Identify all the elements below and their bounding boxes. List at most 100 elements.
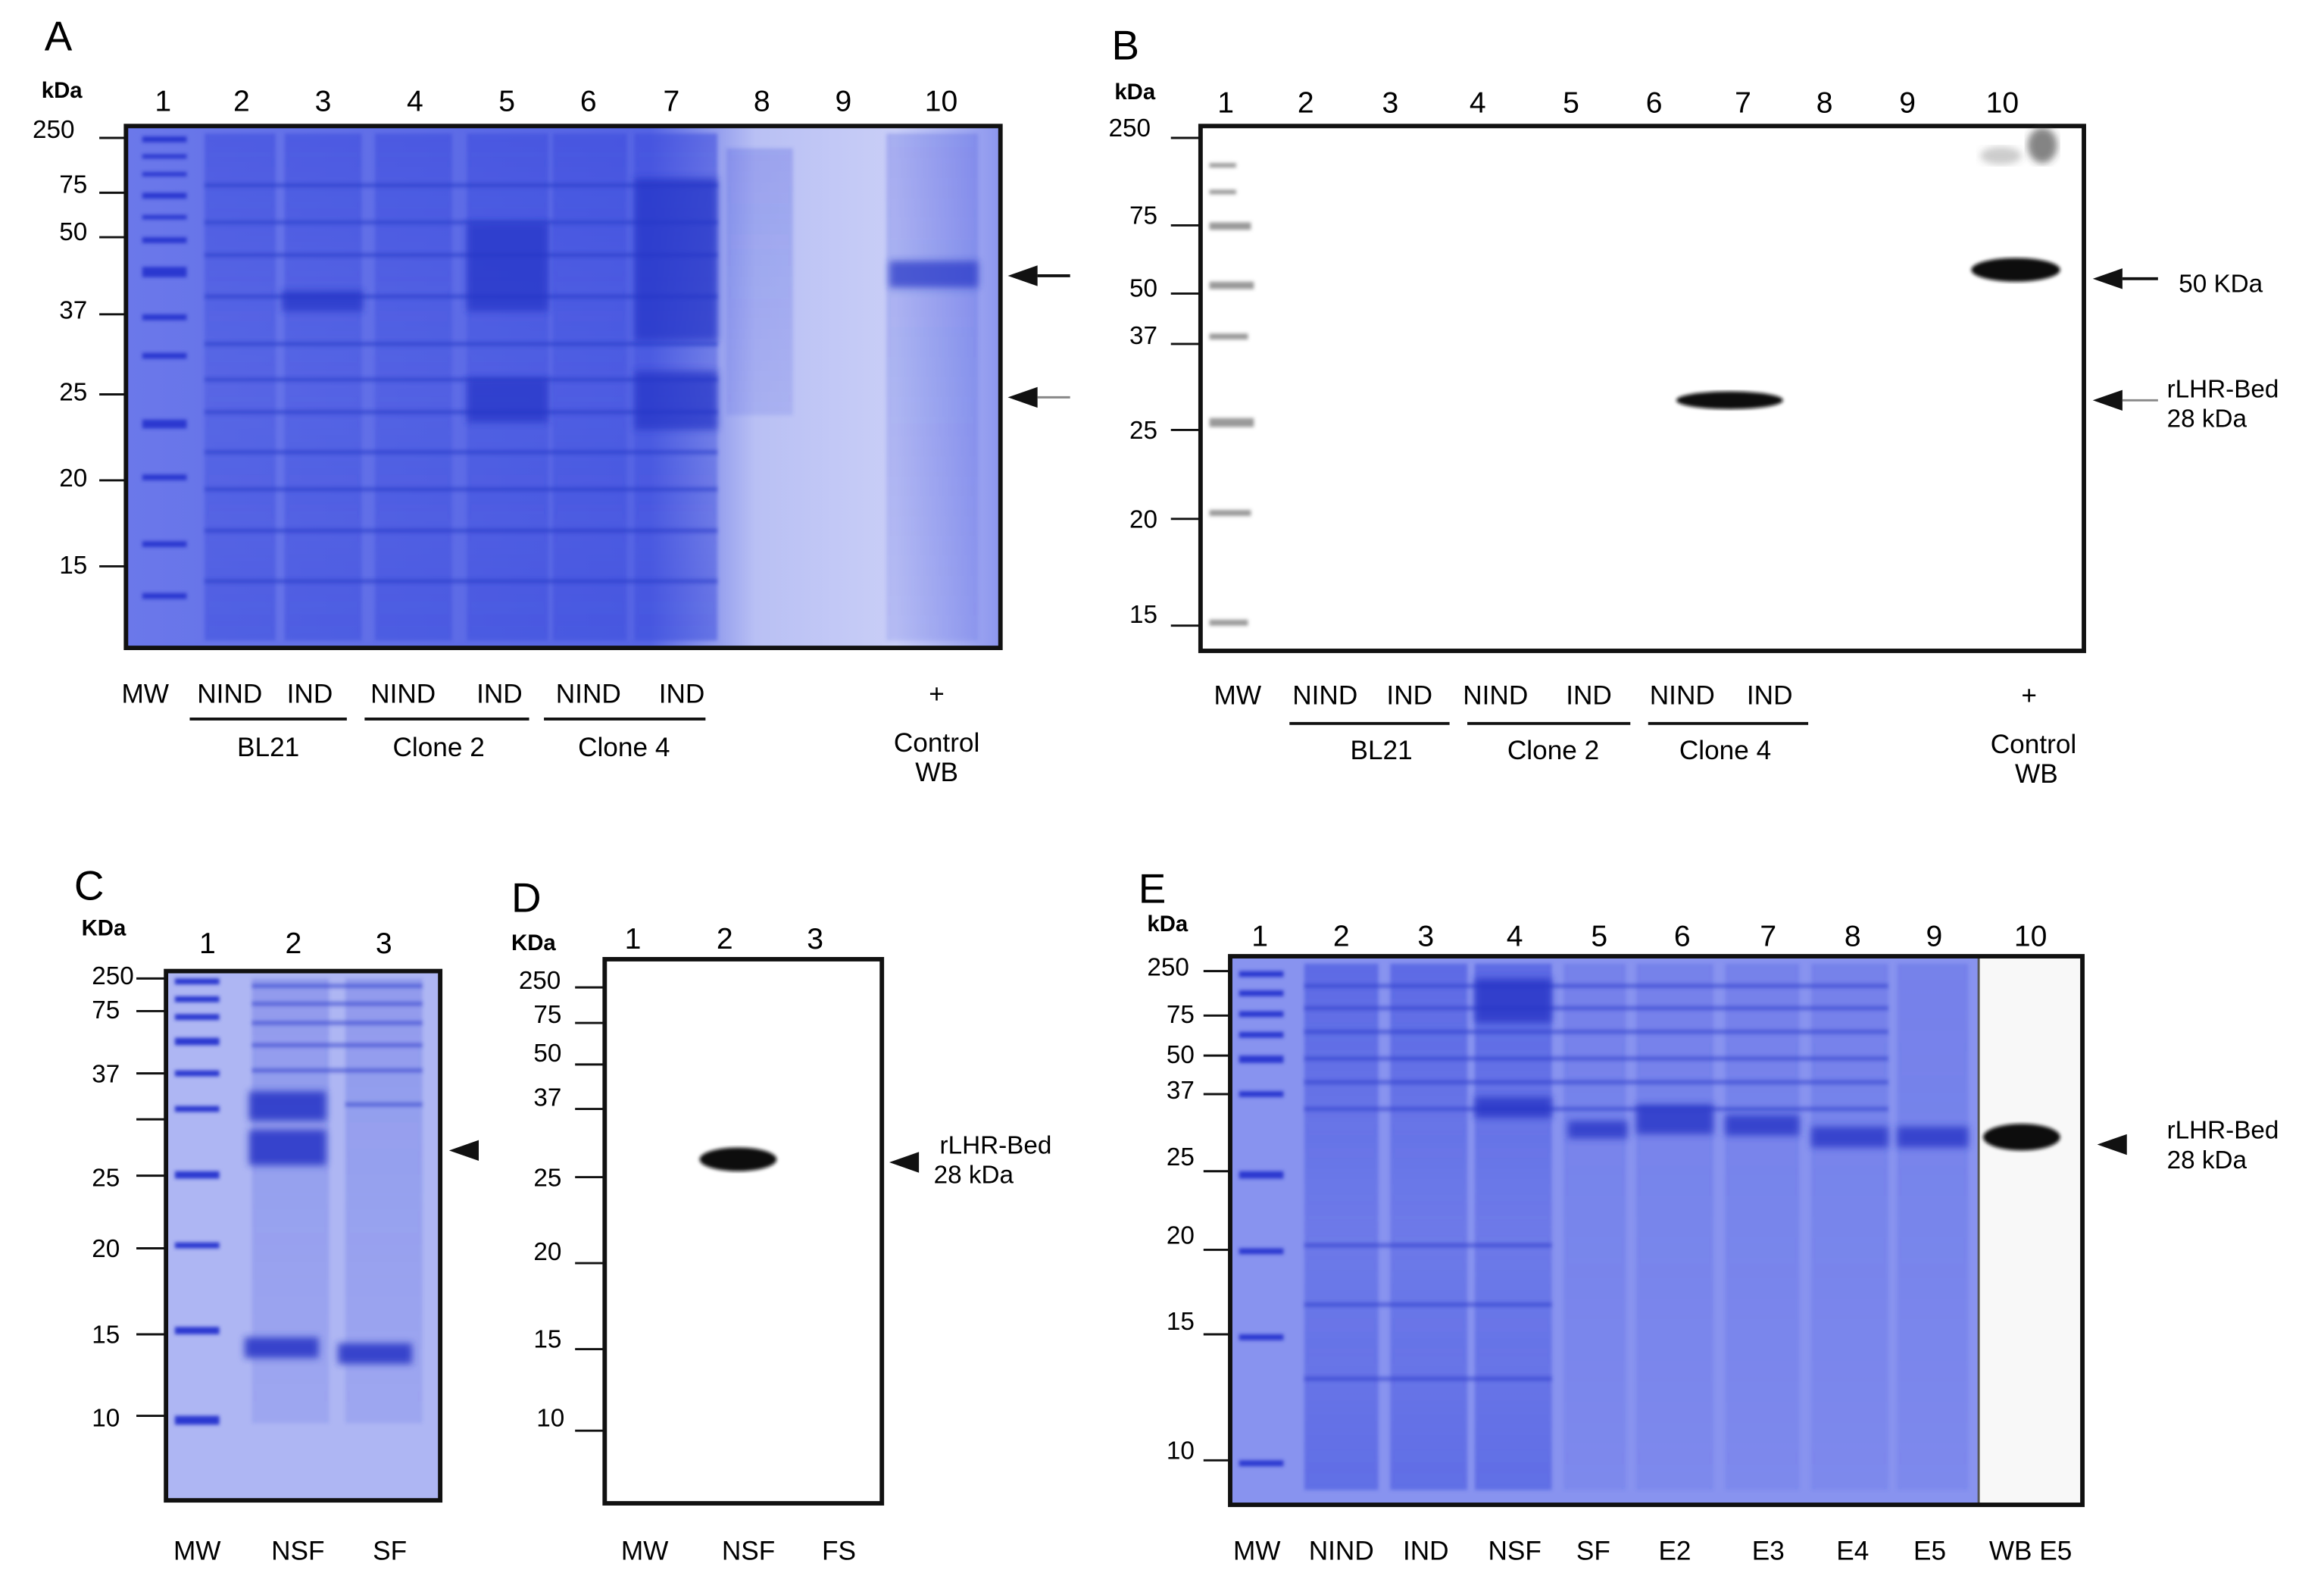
blot-band-nsf	[699, 1147, 777, 1171]
group-label: Clone 2	[392, 733, 484, 762]
lane-label: MW	[1233, 1536, 1281, 1565]
lane-number: 1	[155, 86, 171, 118]
mw-marker: 37	[1129, 322, 1157, 350]
mw-marker: 25	[533, 1164, 561, 1192]
lane-number: 2	[233, 86, 250, 118]
lane-label: E3	[1752, 1536, 1785, 1565]
lane-number: 5	[498, 86, 515, 118]
lane-label: +	[929, 679, 945, 708]
mw-marker: 50	[1167, 1041, 1195, 1069]
lane-number: 10	[925, 86, 958, 118]
panel-d-lane-labels: MW NSF FS	[621, 1536, 856, 1565]
panel-e-lane-numbers: 1 2 3 4 5 6 7 8 9 10	[1251, 920, 2047, 952]
lane-label: IND	[1747, 680, 1793, 710]
lane-label: IND	[287, 679, 333, 708]
panel-e-arrow	[2097, 1134, 2127, 1156]
panel-c-lane-numbers: 1 2 3	[199, 927, 392, 960]
lane-label: IND	[476, 679, 523, 708]
panel-b-letter: B	[1111, 21, 1139, 68]
lane-number: 3	[376, 927, 392, 960]
lane-number: 3	[807, 923, 823, 955]
lane-label: NIND	[1309, 1536, 1374, 1565]
panel-c-mw-markers: 250 75 37 25 20 15 10	[92, 962, 167, 1432]
lane-number: 3	[315, 86, 332, 118]
mw-marker: 10	[92, 1404, 120, 1432]
panel-b-lane-numbers: 1 2 3 4 5 6 7 8 9 10	[1217, 87, 2019, 120]
panel-d-letter: D	[511, 874, 542, 921]
panel-a-groups: BL21 Clone 2 Clone 4 Control WB	[237, 728, 979, 787]
mw-marker: 15	[1129, 601, 1157, 629]
panel-b-blot	[1198, 124, 2086, 653]
arrow-label: rLHR-Bed	[2167, 375, 2279, 403]
blot-band-rlhr	[1676, 391, 1783, 410]
mw-marker: 37	[1167, 1077, 1195, 1105]
lane-number: 6	[1674, 920, 1691, 952]
lane-label: NIND	[1650, 680, 1715, 710]
lane-label: MW	[173, 1536, 221, 1565]
mw-marker: 250	[33, 116, 74, 144]
lane-label: FS	[822, 1536, 856, 1565]
arrow-label: 28 kDa	[2167, 405, 2247, 433]
lane-label: SF	[373, 1536, 407, 1565]
mw-marker: 10	[536, 1404, 564, 1432]
mw-marker: 250	[1109, 114, 1151, 142]
control-label-wb: WB	[2015, 759, 2058, 789]
arrow-label: 28 kDa	[934, 1161, 1014, 1189]
lane-number: 4	[407, 86, 423, 118]
mw-marker: 15	[533, 1326, 561, 1354]
lane-number: 9	[1926, 920, 1943, 952]
lane-number: 8	[1845, 920, 1861, 952]
lane-number: 5	[1563, 87, 1579, 120]
mw-marker: 25	[59, 378, 87, 406]
lane-number: 9	[835, 86, 851, 118]
lane-label: +	[2021, 680, 2037, 710]
lane-label: WB E5	[1989, 1536, 2073, 1565]
control-label-wb: WB	[915, 758, 958, 787]
lane-number: 4	[1470, 87, 1486, 120]
panel-d-unit: KDa	[511, 930, 556, 955]
group-label: BL21	[1350, 736, 1412, 765]
panel-e-gel	[1228, 954, 2085, 1507]
mw-marker: 50	[533, 1040, 561, 1068]
panel-a-gel	[123, 124, 1003, 650]
lane-number: 1	[1251, 920, 1268, 952]
lane-label: E2	[1658, 1536, 1691, 1565]
panel-b: B kDa 1 2 3 4 5 6 7 8 9 10 250 75 50 37 …	[1109, 21, 2279, 789]
lane-number: 1	[1217, 87, 1234, 120]
lane-number: 1	[625, 923, 642, 955]
mw-marker: 75	[92, 996, 120, 1024]
mw-marker: 250	[519, 967, 561, 995]
lane-number: 8	[754, 86, 770, 118]
lane-number: 2	[286, 927, 302, 960]
panel-c-lane-labels: MW NSF SF	[173, 1536, 407, 1565]
lane-label: NIND	[556, 679, 621, 708]
mw-marker: 37	[59, 297, 87, 325]
mw-marker: 20	[533, 1238, 561, 1266]
panel-d-mw-markers: 250 75 50 37 25 20 15 10	[519, 967, 605, 1432]
lane-label: NIND	[1292, 680, 1357, 710]
lane-label: MW	[621, 1536, 669, 1565]
group-label: Clone 4	[578, 733, 670, 762]
arrow-label: 50 KDa	[2179, 270, 2263, 298]
mw-marker: 15	[59, 552, 87, 580]
panel-e-letter: E	[1139, 865, 1167, 912]
group-label: Clone 4	[1679, 736, 1771, 765]
lane-label: IND	[659, 679, 705, 708]
panel-b-mw-markers: 250 75 50 37 25 20 15	[1109, 114, 1201, 629]
lane-number: 2	[1333, 920, 1350, 952]
lane-number: 9	[1899, 87, 1916, 120]
panel-a-lane-labels: MW NIND IND NIND IND NIND IND +	[121, 679, 944, 708]
panel-b-arrows	[2092, 268, 2158, 411]
mw-marker: 250	[1147, 953, 1189, 981]
mw-marker: 20	[92, 1235, 120, 1263]
lane-label: MW	[121, 679, 169, 708]
lane-number: 7	[663, 86, 679, 118]
mw-marker: 25	[1129, 417, 1157, 445]
panel-a-letter: A	[45, 13, 73, 60]
mw-marker: 20	[1167, 1222, 1195, 1250]
mw-marker: 37	[533, 1084, 561, 1112]
lane-number: 3	[1417, 920, 1434, 952]
panel-c-letter: C	[74, 862, 105, 909]
panel-e-mw-markers: 250 75 50 37 25 20 15 10	[1147, 953, 1233, 1465]
